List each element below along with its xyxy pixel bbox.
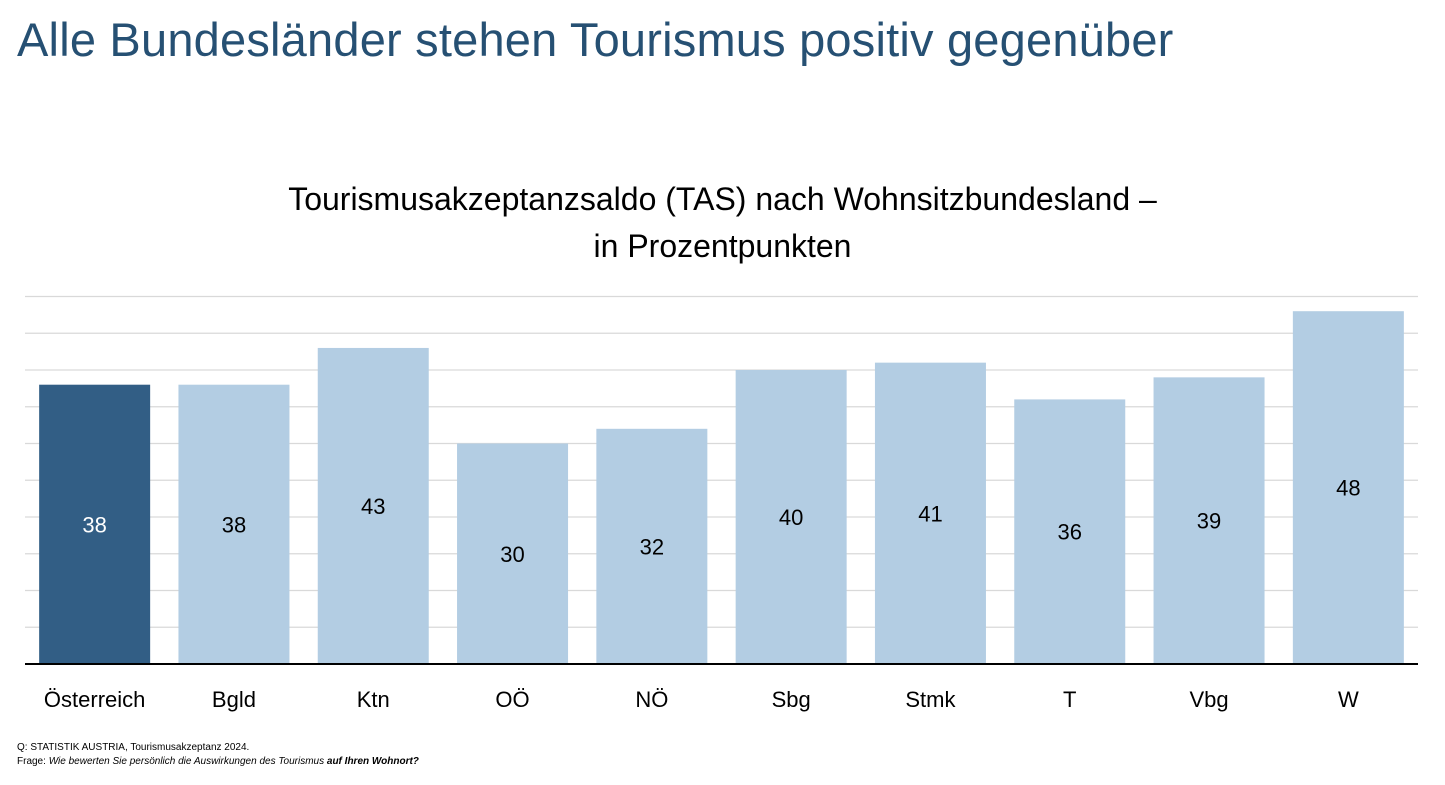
footnote: Q: STATISTIK AUSTRIA, Tourismusakzeptanz…: [17, 741, 419, 769]
chart-title-line-2: in Prozentpunkten: [593, 228, 852, 264]
category-label-t: T: [1063, 687, 1076, 712]
category-label-ooe: OÖ: [495, 687, 529, 712]
data-label-sbg: 40: [779, 505, 803, 530]
data-label-ktn: 43: [361, 494, 385, 519]
category-label-oesterreich: Österreich: [44, 687, 145, 712]
slide-title: Alle Bundesländer stehen Tourismus posit…: [17, 13, 1174, 66]
data-label-bgld: 38: [222, 512, 246, 537]
bar-ooe: [457, 443, 569, 664]
category-label-sbg: Sbg: [772, 687, 811, 712]
bar-bgld: [178, 384, 290, 664]
category-label-w: W: [1338, 687, 1359, 712]
bar-chart: 38 38 43 30 32 40 41 36 39 48 Österreich Bgld Ktn OÖ…: [25, 295, 1418, 712]
question-prefix: Frage:: [17, 756, 49, 767]
data-label-w: 48: [1336, 476, 1360, 501]
data-label-stmk: 41: [918, 501, 942, 526]
data-label-noe: 32: [640, 534, 664, 559]
category-label-noe: NÖ: [635, 687, 668, 712]
category-label-bgld: Bgld: [212, 687, 256, 712]
chart-title: Tourismusakzeptanzsaldo (TAS) nach Wohns…: [0, 176, 1445, 270]
category-label-stmk: Stmk: [905, 687, 956, 712]
data-label-t: 36: [1058, 520, 1082, 545]
bar-oesterreich: [39, 384, 151, 664]
bar-ktn: [317, 347, 429, 664]
bar-t: [1014, 399, 1126, 664]
category-label-vbg: Vbg: [1189, 687, 1228, 712]
data-label-ooe: 30: [500, 542, 524, 567]
bar-stmk: [874, 362, 986, 664]
bar-vbg: [1153, 377, 1265, 664]
data-label-vbg: 39: [1197, 509, 1221, 534]
source-note: Q: STATISTIK AUSTRIA, Tourismusakzeptanz…: [17, 742, 250, 753]
bar-sbg: [735, 370, 847, 664]
data-label-oesterreich: 38: [82, 512, 106, 537]
bars: 38 38 43 30 32 40 41 36 39 48: [39, 311, 1404, 664]
chart-title-line-1: Tourismusakzeptanzsaldo (TAS) nach Wohns…: [288, 181, 1157, 217]
question-text: Wie bewerten Sie persönlich die Auswirku…: [48, 756, 327, 767]
bar-noe: [596, 428, 708, 664]
bar-w: [1292, 311, 1404, 664]
question-emphasis: auf Ihren Wohnort?: [326, 756, 419, 767]
category-label-ktn: Ktn: [357, 687, 390, 712]
question-note: Frage: Wie bewerten Sie persönlich die A…: [17, 756, 419, 767]
x-axis: Österreich Bgld Ktn OÖ NÖ Sbg Stmk T Vbg W: [25, 663, 1418, 712]
